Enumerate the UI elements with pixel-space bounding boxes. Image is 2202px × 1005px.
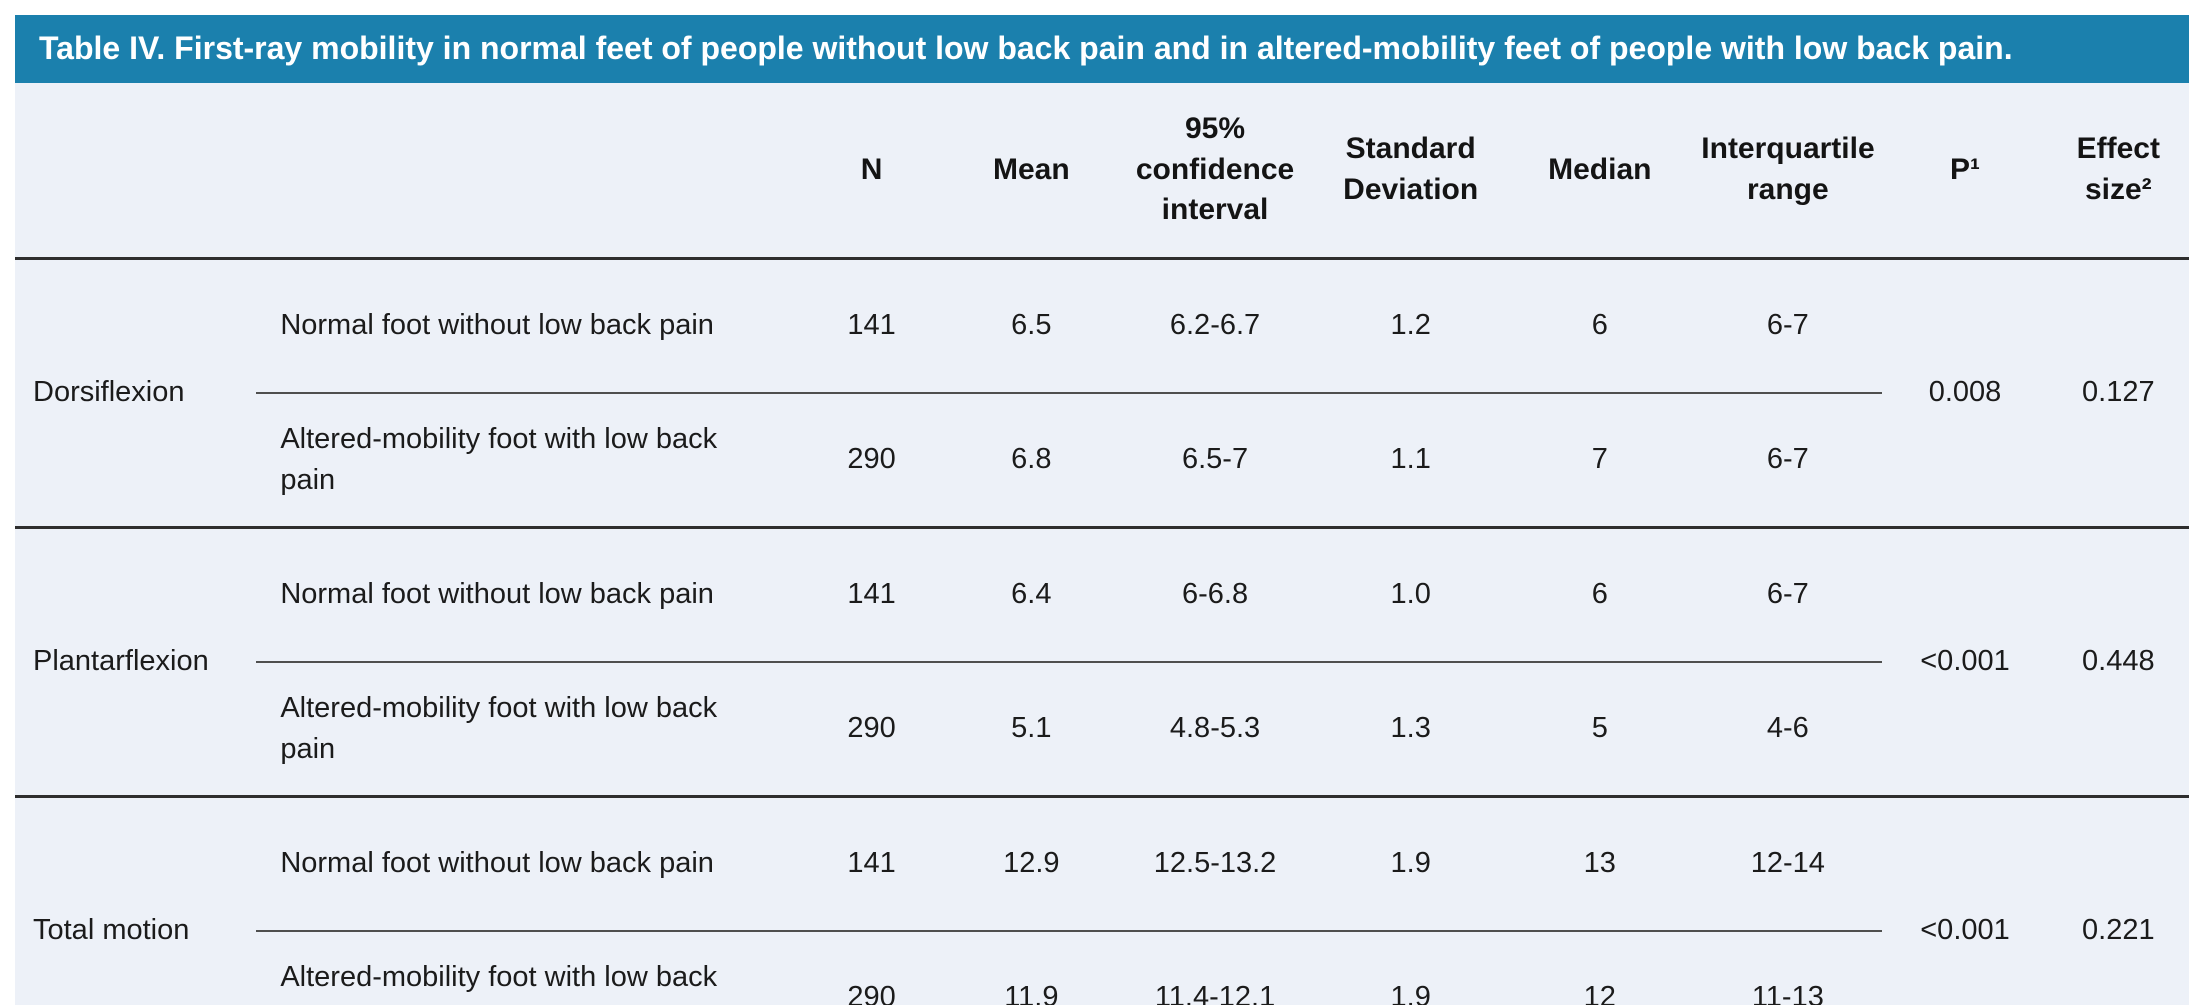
cell-mean: 6.4	[1011, 578, 1052, 611]
table-row: Altered-mobility foot with low back pain…	[15, 391, 2189, 528]
cell-mean: 11.9	[947, 929, 1116, 1005]
group-label: Total motion	[33, 914, 190, 947]
header-spacer-group	[15, 83, 256, 258]
group-label: Dorsiflexion	[33, 376, 185, 409]
cell-n: 290	[795, 660, 948, 797]
header-spacer-sub	[256, 83, 795, 258]
cell-n: 141	[847, 309, 896, 342]
cell-median: 13	[1583, 847, 1616, 880]
cell-p: <0.001	[1920, 645, 2010, 678]
header-mean: Mean	[992, 152, 1070, 186]
header-sd: Standard Deviation	[1343, 132, 1479, 206]
cell-ci: 4.8-5.3	[1115, 660, 1316, 797]
table-row: Plantarflexion Normal foot without low b…	[15, 527, 2189, 677]
table-header: N Mean 95% confidence interval Standard …	[15, 83, 2189, 259]
cell-median: 6	[1591, 309, 1608, 342]
cell-median: 5	[1506, 660, 1694, 797]
cell-n: 290	[795, 929, 948, 1005]
cell-iqr: 6-7	[1766, 309, 1809, 342]
cell-iqr: 6-7	[1766, 578, 1809, 611]
cell-n: 141	[847, 578, 896, 611]
cell-iqr: 6-7	[1693, 391, 1883, 528]
cell-sd: 1.9	[1390, 847, 1431, 880]
row-label: Normal foot without low back pain	[280, 578, 714, 611]
header-row: N Mean 95% confidence interval Standard …	[15, 83, 2189, 259]
cell-effect: 0.448	[2082, 645, 2155, 678]
cell-median: 7	[1506, 391, 1694, 528]
cell-ci: 12.5-13.2	[1153, 847, 1277, 880]
cell-iqr: 4-6	[1693, 660, 1883, 797]
group-label: Plantarflexion	[33, 645, 209, 678]
cell-mean: 5.1	[947, 660, 1116, 797]
header-iqr: Interquartile range	[1701, 132, 1875, 206]
cell-iqr: 11-13	[1693, 929, 1883, 1005]
header-p: P¹	[1950, 152, 1981, 186]
cell-sd: 1.2	[1390, 309, 1431, 342]
cell-n: 290	[795, 391, 948, 528]
cell-ci: 6-6.8	[1181, 578, 1249, 611]
cell-ci: 6.5-7	[1115, 391, 1316, 528]
group-plantarflexion: Plantarflexion Normal foot without low b…	[15, 527, 2189, 797]
cell-sd: 1.9	[1315, 929, 1507, 1005]
table-row: Total motion Normal foot without low bac…	[15, 796, 2189, 946]
cell-ci: 6.2-6.7	[1169, 309, 1261, 342]
cell-median: 6	[1591, 578, 1608, 611]
row-label: Altered-mobility foot with low back pain	[256, 391, 796, 528]
cell-sd: 1.0	[1390, 578, 1431, 611]
cell-effect: 0.221	[2082, 914, 2155, 947]
results-table: N Mean 95% confidence interval Standard …	[15, 83, 2189, 1005]
cell-mean: 6.5	[1011, 309, 1052, 342]
cell-n: 141	[847, 847, 896, 880]
row-label: Altered-mobility foot with low back pain	[256, 929, 796, 1005]
table-row: Altered-mobility foot with low back pain…	[15, 929, 2189, 1005]
table-row: Dorsiflexion Normal foot without low bac…	[15, 258, 2189, 408]
header-ci: 95% confidence interval	[1135, 112, 1295, 227]
cell-p: <0.001	[1920, 914, 2010, 947]
cell-median: 12	[1506, 929, 1694, 1005]
header-n: N	[860, 152, 883, 186]
cell-sd: 1.3	[1315, 660, 1507, 797]
header-median: Median	[1548, 152, 1652, 186]
cell-p: 0.008	[1928, 376, 2002, 409]
row-label: Normal foot without low back pain	[280, 309, 714, 342]
cell-iqr: 12-14	[1750, 847, 1825, 880]
table-title: Table IV. First-ray mobility in normal f…	[15, 15, 2189, 84]
header-effect: Effect size²	[2076, 132, 2160, 206]
cell-mean: 6.8	[947, 391, 1116, 528]
cell-ci: 11.4-12.1	[1115, 929, 1316, 1005]
cell-effect: 0.127	[2082, 376, 2155, 409]
table-row: Altered-mobility foot with low back pain…	[15, 660, 2189, 797]
cell-sd: 1.1	[1315, 391, 1507, 528]
group-total-motion: Total motion Normal foot without low bac…	[15, 796, 2189, 1005]
row-label: Altered-mobility foot with low back pain	[256, 660, 796, 797]
row-label: Normal foot without low back pain	[280, 847, 714, 880]
group-dorsiflexion: Dorsiflexion Normal foot without low bac…	[15, 258, 2189, 528]
cell-mean: 12.9	[1003, 847, 1060, 880]
